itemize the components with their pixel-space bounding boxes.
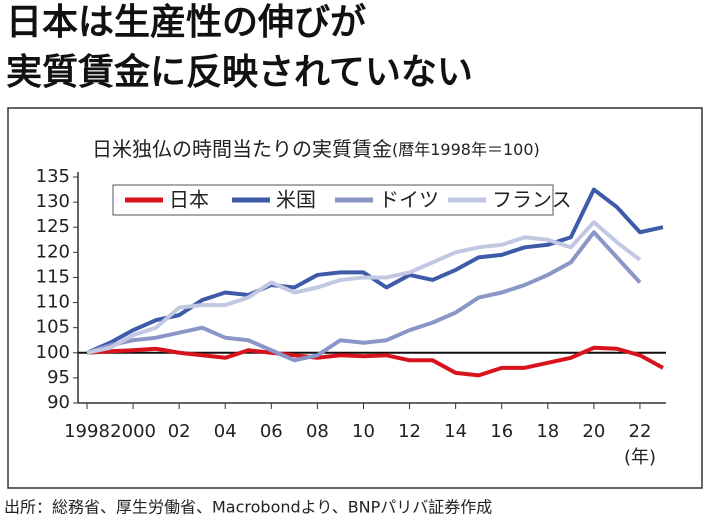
- y-tick-label: 120: [36, 241, 70, 262]
- y-tick-label: 90: [47, 392, 70, 413]
- chart-title: 日米独仏の時間当たりの実質賃金(暦年1998年＝100): [92, 137, 540, 161]
- x-tick-label: 06: [260, 421, 283, 442]
- x-tick-label: 04: [214, 421, 237, 442]
- title: 日米独仏の時間当たりの実質賃金: [92, 137, 392, 161]
- series-line: [86, 187, 664, 355]
- series-line: [86, 230, 642, 363]
- subtitle: (暦年1998年＝100): [392, 140, 540, 159]
- series-line: [86, 345, 664, 378]
- legend-label: 米国: [276, 188, 316, 212]
- x-tick-label: 14: [444, 421, 467, 442]
- y-tick-label: 135: [36, 166, 70, 187]
- y-tick-label: 125: [36, 216, 70, 237]
- y-tick-label: 95: [47, 367, 70, 388]
- x-tick-label: 18: [536, 421, 559, 442]
- x-tick-label: 10: [352, 421, 375, 442]
- x-tick-label: 12: [398, 421, 421, 442]
- headline: 実質賃金に反映されていない: [6, 51, 473, 93]
- legend-label: ドイツ: [379, 188, 439, 212]
- y-tick-label: 100: [36, 342, 70, 363]
- legend-label: フランス: [492, 188, 572, 212]
- x-tick-label: 16: [490, 421, 513, 442]
- x-tick-label: 2000: [110, 421, 156, 442]
- y-tick-label: 110: [36, 292, 70, 313]
- x-tick-label: 02: [168, 421, 191, 442]
- headline: 日本は生産性の伸びが: [6, 2, 366, 43]
- legend-label: 日本: [169, 188, 209, 212]
- x-tick-label: 1998: [64, 421, 110, 442]
- series-line: [86, 220, 642, 355]
- x-unit: (年): [624, 447, 656, 468]
- y-tick-label: 105: [36, 317, 70, 338]
- x-tick-label: 20: [582, 421, 605, 442]
- chart-frame: [7, 107, 703, 489]
- x-tick-label: 22: [629, 421, 652, 442]
- x-tick-label: 08: [306, 421, 329, 442]
- y-tick-label: 130: [36, 191, 70, 212]
- source: 出所：総務省、厚生労働省、Macrobondより、BNPパリバ証券作成: [4, 498, 492, 517]
- y-tick-label: 115: [36, 266, 70, 287]
